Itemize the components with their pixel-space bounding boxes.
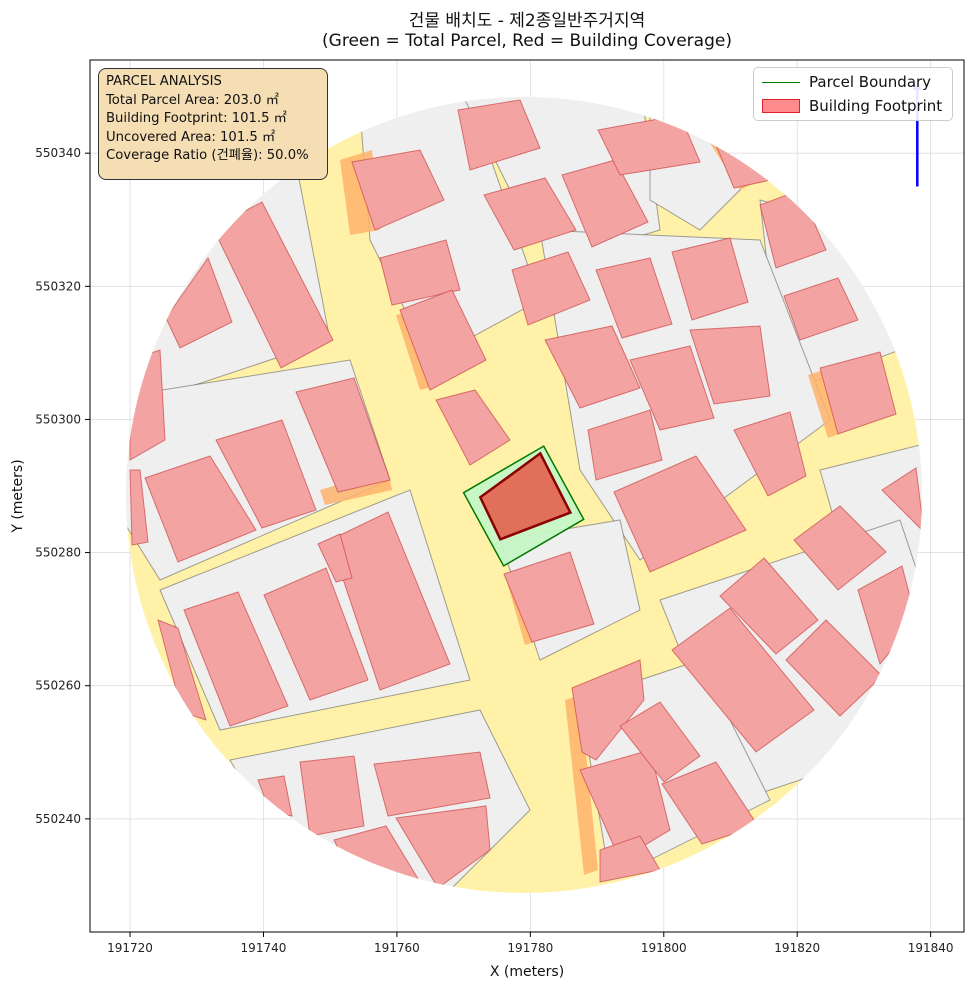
x-tick-label: 191720 bbox=[107, 941, 153, 955]
x-tick-label: 191760 bbox=[374, 941, 420, 955]
building bbox=[395, 805, 491, 889]
building bbox=[544, 325, 641, 409]
y-axis-label: Y (meters) bbox=[10, 459, 26, 533]
y-tick-label: 550260 bbox=[35, 679, 81, 693]
x-tick-label: 191800 bbox=[641, 941, 687, 955]
building bbox=[561, 159, 649, 248]
chart-title: 건물 배치도 - 제2종일반주거지역 bbox=[408, 11, 646, 31]
x-axis-label: X (meters) bbox=[490, 964, 564, 980]
uncovered-line: Uncovered Area: 101.5 ㎡ bbox=[106, 129, 276, 145]
building bbox=[351, 149, 445, 231]
y-axis-ticks: 550240 550260 550280 550300 550320 550340 bbox=[35, 146, 90, 826]
parcel-analysis-heading: PARCEL ANALYSIS bbox=[106, 74, 222, 89]
shadow-strip bbox=[565, 695, 598, 875]
x-tick-label: 191820 bbox=[774, 941, 820, 955]
building bbox=[793, 505, 887, 591]
y-tick-label: 550340 bbox=[35, 146, 81, 160]
legend-line-swatch bbox=[762, 81, 800, 83]
building bbox=[457, 99, 541, 171]
building bbox=[783, 277, 859, 341]
building bbox=[263, 567, 369, 701]
building bbox=[671, 237, 749, 321]
building bbox=[619, 701, 701, 783]
legend-item-parcel: Parcel Boundary bbox=[762, 71, 931, 93]
building bbox=[733, 411, 807, 497]
building bbox=[329, 511, 451, 691]
building bbox=[299, 755, 365, 837]
x-axis-ticks: 191720 191740 191760 191780 191800 191820 1918… bbox=[107, 932, 954, 955]
plot-frame bbox=[89, 59, 965, 933]
legend-label-parcel: Parcel Boundary bbox=[809, 73, 932, 91]
building-footprint bbox=[478, 451, 573, 541]
y-tick-label: 550280 bbox=[35, 546, 81, 560]
building bbox=[579, 749, 671, 861]
x-tick-label: 191840 bbox=[908, 941, 954, 955]
building bbox=[165, 256, 233, 349]
map-layer bbox=[126, 79, 922, 893]
building bbox=[671, 607, 815, 753]
building bbox=[435, 389, 511, 466]
y-tick-label: 550300 bbox=[35, 412, 81, 426]
building bbox=[483, 177, 577, 251]
building bbox=[399, 289, 487, 391]
building bbox=[587, 409, 663, 481]
building bbox=[373, 751, 491, 817]
legend: Parcel Boundary Building Footprint bbox=[753, 67, 953, 121]
legend-label-footprint: Building Footprint bbox=[809, 97, 943, 115]
building bbox=[317, 533, 353, 583]
legend-item-footprint: Building Footprint bbox=[762, 95, 942, 117]
footprint-line: Building Footprint: 101.5 ㎡ bbox=[106, 111, 287, 126]
x-tick-label: 191780 bbox=[507, 941, 553, 955]
legend-patch-swatch bbox=[762, 99, 800, 113]
building bbox=[157, 619, 207, 721]
building bbox=[613, 455, 747, 573]
chart-subtitle: (Green = Total Parcel, Red = Building Co… bbox=[322, 31, 732, 51]
building bbox=[819, 351, 897, 435]
building bbox=[379, 239, 461, 306]
building bbox=[881, 467, 922, 534]
building bbox=[295, 377, 391, 493]
building bbox=[144, 455, 257, 563]
building bbox=[212, 201, 334, 369]
building bbox=[571, 659, 645, 761]
y-tick-label: 550320 bbox=[35, 279, 81, 293]
building bbox=[215, 419, 317, 529]
building bbox=[183, 591, 289, 727]
building bbox=[719, 557, 819, 655]
neighbor-buildings bbox=[129, 99, 922, 893]
building bbox=[597, 114, 701, 176]
coverage-ratio-line: Coverage Ratio (건폐율): 50.0% bbox=[106, 148, 309, 163]
map-circle bbox=[126, 97, 922, 893]
building bbox=[511, 251, 591, 326]
parcel-area-line: Total Parcel Area: 203.0 ㎡ bbox=[106, 92, 279, 108]
building bbox=[503, 551, 595, 643]
building bbox=[595, 257, 673, 339]
x-tick-label: 191740 bbox=[241, 941, 287, 955]
building bbox=[629, 345, 715, 431]
building bbox=[129, 469, 149, 546]
building bbox=[689, 325, 771, 405]
y-tick-label: 550240 bbox=[35, 812, 81, 826]
parcel-analysis-box: PARCEL ANALYSIS Total Parcel Area: 203.0… bbox=[98, 68, 328, 180]
